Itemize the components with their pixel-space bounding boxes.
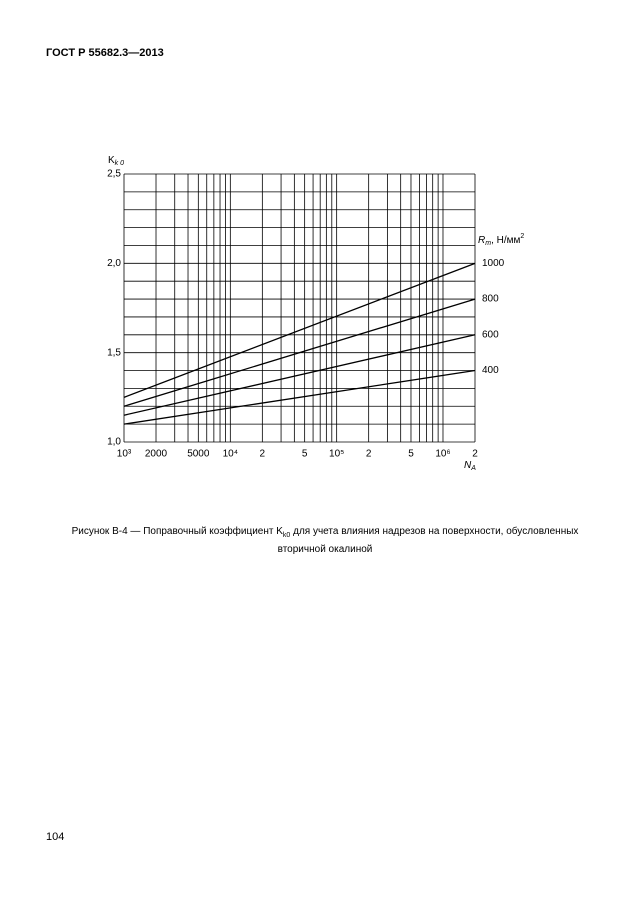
legend-title-text: , Н/мм — [491, 235, 520, 246]
x-tick-label: 2 — [260, 449, 266, 460]
series-label: 600 — [482, 329, 499, 340]
caption-text: для учета влияния надрезов на поверхност… — [290, 526, 579, 537]
x-tick-label: 5 — [302, 449, 308, 460]
page-number: 104 — [46, 831, 65, 843]
header-title: ГОСТ Р 55682.3—2013 — [46, 47, 164, 59]
y-label-subscript: k 0 — [115, 160, 124, 167]
x-axis-label: NA — [464, 460, 476, 472]
x-tick-label: 10⁶ — [435, 449, 450, 460]
y-tick-label: 2,0 — [107, 258, 121, 269]
series-line — [123, 298, 476, 407]
series-label: 800 — [482, 294, 499, 305]
y-tick-label: 1,0 — [107, 437, 121, 448]
series-line — [123, 369, 476, 425]
series-line — [123, 334, 476, 416]
caption-text: Рисунок В-4 — Поправочный коэффициент K — [71, 526, 283, 537]
y-tick-label: 1,5 — [107, 347, 121, 358]
series-label: 400 — [482, 365, 499, 376]
legend-title: Rm, Н/мм2 — [478, 233, 524, 247]
x-label-symbol: N — [464, 460, 472, 471]
series-line — [123, 262, 476, 398]
caption-subscript: k0 — [282, 532, 291, 539]
series-label: 1000 — [482, 258, 505, 269]
x-tick-label: 10⁴ — [223, 449, 238, 460]
legend-title-superscript: 2 — [520, 233, 524, 240]
legend-title-symbol: R — [478, 235, 485, 246]
caption: Рисунок В-4 — Поправочный коэффициент Kk… — [40, 525, 610, 557]
x-tick-label: 2 — [366, 449, 372, 460]
x-tick-label: 10⁵ — [329, 449, 344, 460]
y-axis-label: Kk 0 — [108, 155, 124, 167]
legend-title-subscript: m — [485, 240, 491, 247]
x-tick-label: 2 — [472, 449, 478, 460]
x-tick-label: 5000 — [187, 449, 210, 460]
caption-line: вторичной окалиной — [277, 544, 373, 555]
x-tick-label: 2000 — [145, 449, 168, 460]
y-tick-label: 2,5 — [107, 169, 121, 180]
x-label-subscript: A — [470, 465, 476, 472]
y-label-symbol: K — [108, 155, 115, 166]
x-tick-label: 5 — [408, 449, 414, 460]
x-tick-label: 10³ — [117, 449, 132, 460]
